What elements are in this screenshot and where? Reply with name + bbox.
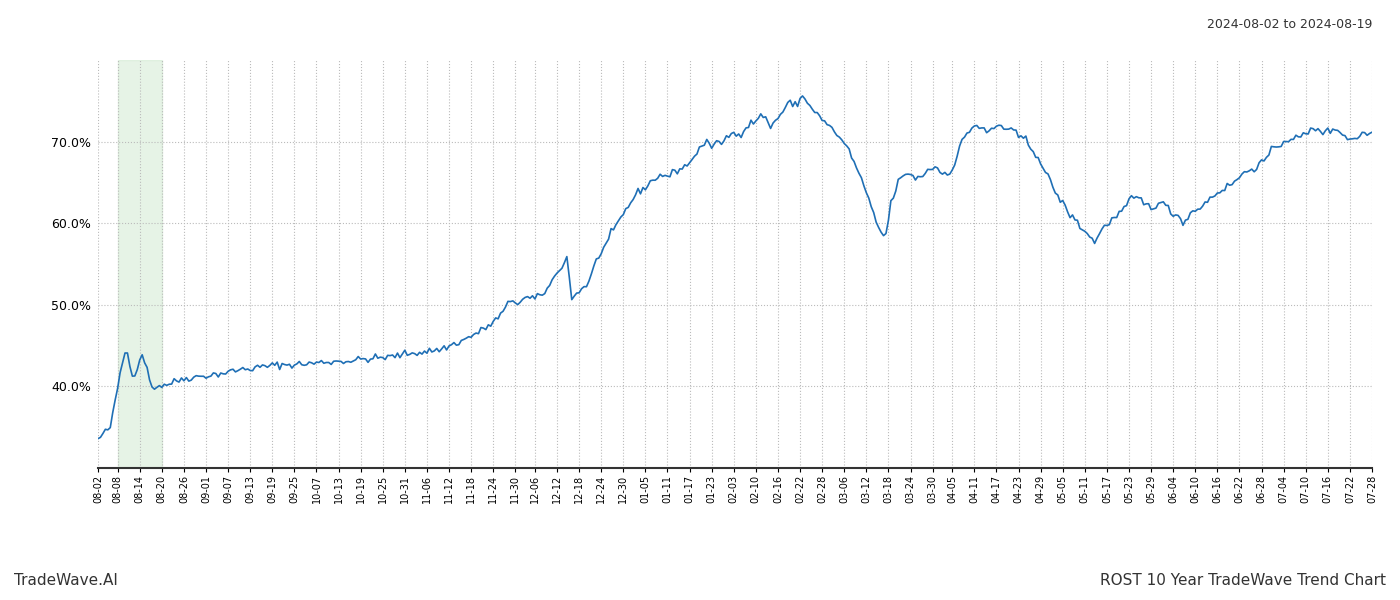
Text: 2024-08-02 to 2024-08-19: 2024-08-02 to 2024-08-19	[1207, 18, 1372, 31]
Bar	[118, 60, 162, 468]
Text: ROST 10 Year TradeWave Trend Chart: ROST 10 Year TradeWave Trend Chart	[1100, 573, 1386, 588]
Text: TradeWave.AI: TradeWave.AI	[14, 573, 118, 588]
